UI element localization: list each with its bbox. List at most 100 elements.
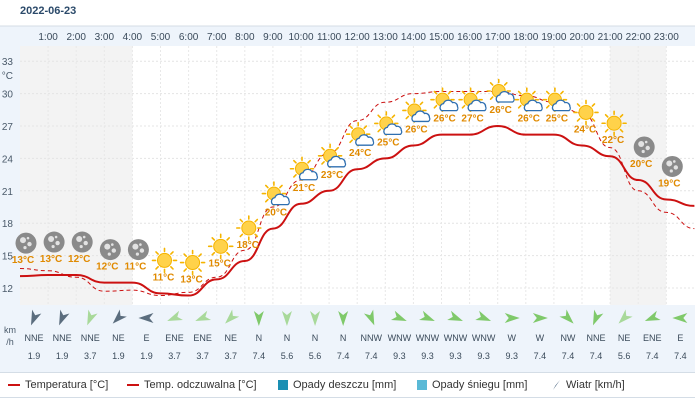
moon-crater	[139, 248, 145, 253]
moon-crater	[669, 169, 673, 173]
sun-ray	[576, 118, 581, 122]
sun-ray	[198, 253, 202, 257]
sun-ray	[198, 268, 202, 272]
hour-label: 17:00	[485, 32, 510, 43]
cloud-shape	[411, 110, 431, 123]
moon-crater	[644, 140, 648, 144]
wind-arrow-shape	[504, 313, 520, 323]
wind-direction: N	[312, 333, 319, 343]
wind-speed: 7.4	[365, 351, 378, 361]
wind-arrow-icon	[310, 311, 321, 326]
moon-crater	[104, 243, 111, 250]
cloud-shape	[439, 99, 459, 112]
sun-ray	[183, 253, 188, 257]
sun-ray	[447, 90, 452, 95]
temp-label: 25°C	[377, 137, 399, 148]
wind-unit-label: /h	[6, 337, 14, 347]
moon-crater	[23, 246, 27, 250]
sun-ray	[349, 139, 353, 144]
sun-ray	[405, 101, 410, 106]
sun-cloud-icon	[542, 87, 571, 112]
sun-ray	[377, 128, 382, 133]
sun-icon	[207, 233, 234, 260]
sun-ray	[461, 104, 466, 109]
legend-rain-swatch	[278, 380, 288, 391]
moon-crater	[107, 252, 111, 256]
temp-label: 24°C	[349, 148, 371, 159]
wind-arrow-icon	[59, 309, 70, 326]
temp-label: 12°C	[68, 254, 90, 265]
moon-crater	[673, 165, 678, 170]
wind-arrow-icon	[363, 309, 375, 326]
temp-label: 26°C	[405, 124, 427, 135]
y-tick-label: 24	[2, 154, 14, 165]
wind-arrow-shape	[167, 310, 183, 322]
temp-label: 23°C	[321, 170, 343, 181]
wind-arrow-icon	[618, 309, 633, 324]
wind-arrow-shape	[87, 309, 98, 326]
sun-ray	[405, 115, 410, 120]
legend-snow: Opady śniegu [mm]	[417, 379, 527, 391]
sun-ray	[170, 265, 174, 270]
y-tick-label: 12	[2, 284, 14, 295]
wind-arrow-icon	[559, 309, 574, 324]
wind-arrow-icon	[225, 309, 240, 324]
sun-cloud-icon	[402, 98, 431, 123]
moon-crater	[111, 248, 117, 253]
sun-ray	[279, 184, 283, 189]
wind-arrow-shape	[390, 310, 407, 322]
wind-arrow-shape	[225, 309, 240, 324]
sun-ray	[489, 96, 494, 100]
moon-disc	[71, 231, 93, 253]
temp-label: 26°C	[518, 114, 540, 125]
moon-disc	[661, 155, 683, 177]
wind-arrow-shape	[338, 311, 349, 326]
y-tick-label: 15	[2, 252, 14, 263]
sun-ray	[170, 251, 174, 255]
wind-direction: NE	[618, 333, 631, 343]
sun-ray	[321, 146, 325, 151]
wind-arrow-shape	[447, 310, 463, 322]
hour-label: 10:00	[288, 32, 313, 43]
cloud-shape	[551, 99, 571, 112]
legend-rain: Opady deszczu [mm]	[278, 379, 396, 391]
moon-crater	[638, 141, 645, 147]
sun-ray	[591, 118, 596, 122]
legend-snow-swatch	[417, 380, 427, 391]
hour-label: 23:00	[654, 32, 679, 43]
temp-label: 20°C	[630, 159, 652, 170]
sun-disc	[578, 104, 594, 120]
temp-label: 15°C	[209, 258, 231, 269]
wind-speed: 7.4	[562, 351, 575, 361]
hour-label: 11:00	[317, 32, 342, 43]
sun-ray	[363, 125, 368, 129]
sun-ray	[349, 125, 353, 129]
hour-label: 16:00	[457, 32, 482, 43]
moon-crater	[79, 244, 83, 249]
temperature-line	[19, 124, 695, 297]
temp-label: 20°C	[265, 208, 287, 219]
wind-direction: E	[143, 333, 149, 343]
moon-crater	[135, 252, 139, 256]
wind-speed: 1.9	[112, 351, 125, 361]
sun-ray	[433, 90, 438, 95]
sun-cloud-icon	[486, 78, 515, 104]
wind-arrow-icon	[30, 309, 42, 326]
sun-ray	[489, 82, 494, 86]
sun-ray	[293, 173, 297, 178]
wind-arrow-shape	[195, 310, 212, 322]
wind-arrow-shape	[672, 313, 688, 323]
moon-crater	[55, 240, 60, 246]
wind-speed: 7.4	[646, 351, 659, 361]
wind-arrow-icon	[672, 313, 688, 323]
wind-direction: N	[340, 333, 347, 343]
wind-band	[20, 305, 695, 372]
moon-icon	[99, 239, 121, 261]
wind-arrow-icon	[475, 310, 492, 322]
sun-ray	[377, 114, 382, 119]
wind-speed: 7.4	[590, 351, 603, 361]
wind-direction: E	[677, 333, 683, 343]
sun-ray	[532, 90, 536, 95]
cloud-shape	[467, 99, 487, 112]
y-tick-label: 18	[2, 219, 14, 230]
